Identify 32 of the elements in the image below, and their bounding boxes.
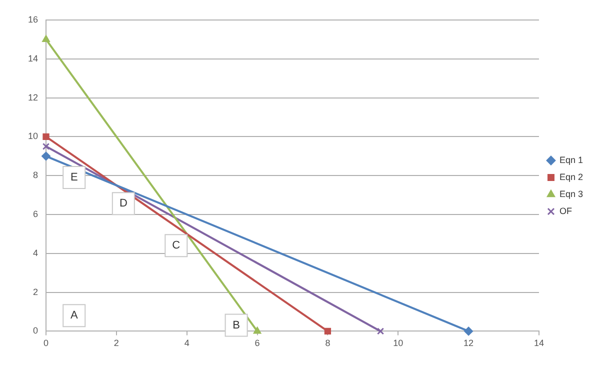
x-tick-label: 10 [393, 338, 404, 348]
y-tick-label: 4 [32, 248, 38, 258]
legend-label: Eqn 1 [559, 154, 584, 165]
point [42, 142, 50, 150]
legend-label: Eqn 3 [559, 188, 584, 199]
y-tick-label: 14 [28, 53, 38, 64]
y-tick-label: 10 [28, 131, 38, 142]
legend-label: OF [559, 206, 572, 216]
point [42, 133, 50, 140]
y-tick-label: 12 [28, 92, 38, 102]
x-tick-label: 8 [325, 338, 330, 348]
x-tick-label: 0 [44, 338, 49, 348]
annotation: A [70, 310, 78, 322]
point [464, 326, 474, 336]
annotation: B [232, 319, 240, 332]
x-tick-label: 2 [114, 338, 119, 348]
point [42, 152, 51, 161]
x-tick-label: 6 [254, 338, 260, 348]
annotation: E [70, 172, 78, 184]
x-tick-label: 12 [464, 338, 474, 348]
annotation: C [172, 240, 180, 252]
y-tick-label: 0 [32, 326, 38, 336]
y-tick-label: 8 [32, 170, 38, 180]
x-tick-label: 4 [184, 338, 190, 348]
x-tick-label: 14 [534, 338, 544, 348]
y-tick-label: 2 [32, 286, 38, 297]
point [376, 328, 384, 335]
point [324, 328, 332, 335]
y-tick-label: 16 [28, 14, 38, 24]
y-tick-label: 6 [32, 208, 38, 219]
legend-label: Eqn 2 [559, 172, 584, 182]
annotation: D [119, 198, 128, 210]
